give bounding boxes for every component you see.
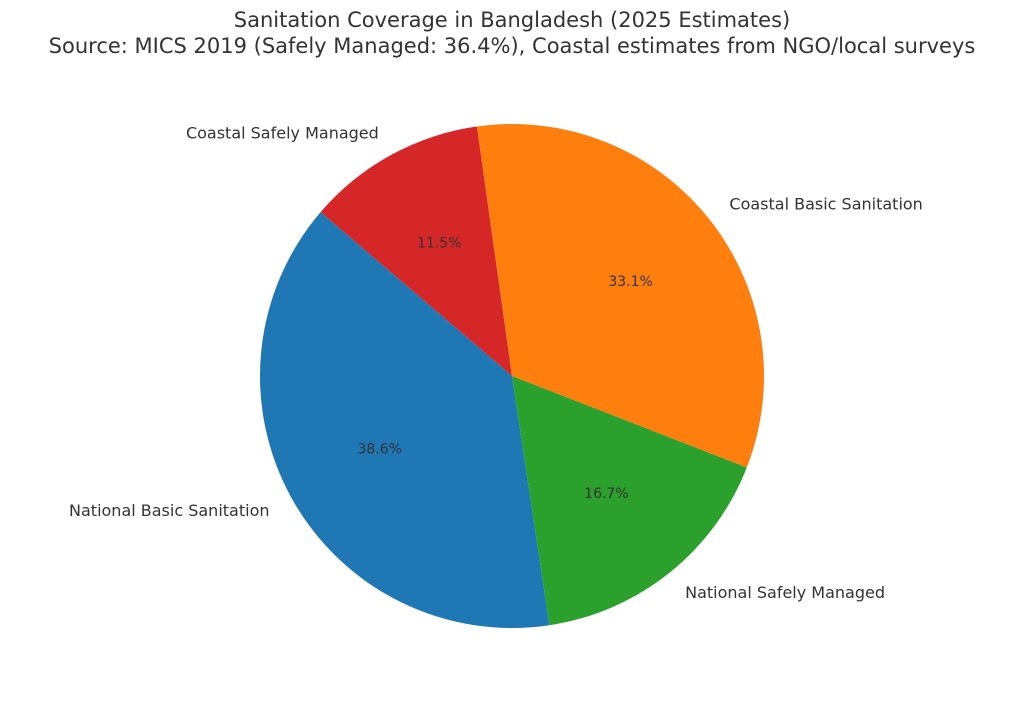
pie-pct-label-coastal-basic-sanitation: 33.1%: [608, 274, 652, 290]
pie-slice-national-safely-managed: [512, 376, 747, 626]
pie-slice-national-basic-sanitation: [259, 212, 550, 629]
pie-pct-label-national-safely-managed: 16.7%: [584, 486, 628, 502]
chart-subtitle: Source: MICS 2019 (Safely Managed: 36.4%…: [48, 34, 976, 58]
pie-pct-label-national-basic-sanitation: 38.6%: [357, 441, 401, 457]
pie-category-label-coastal-basic-sanitation: Coastal Basic Sanitation: [729, 195, 922, 214]
pie-category-label-national-basic-sanitation: National Basic Sanitation: [69, 501, 269, 520]
pie-slice-coastal-basic-sanitation: [476, 123, 764, 468]
pie-pct-label-coastal-safely-managed: 11.5%: [417, 235, 461, 251]
pie-category-label-national-safely-managed: National Safely Managed: [685, 583, 885, 602]
pie-slice-coastal-safely-managed: [320, 126, 512, 376]
pie-category-label-coastal-safely-managed: Coastal Safely Managed: [186, 123, 379, 142]
chart-title: Sanitation Coverage in Bangladesh (2025 …: [233, 8, 791, 32]
